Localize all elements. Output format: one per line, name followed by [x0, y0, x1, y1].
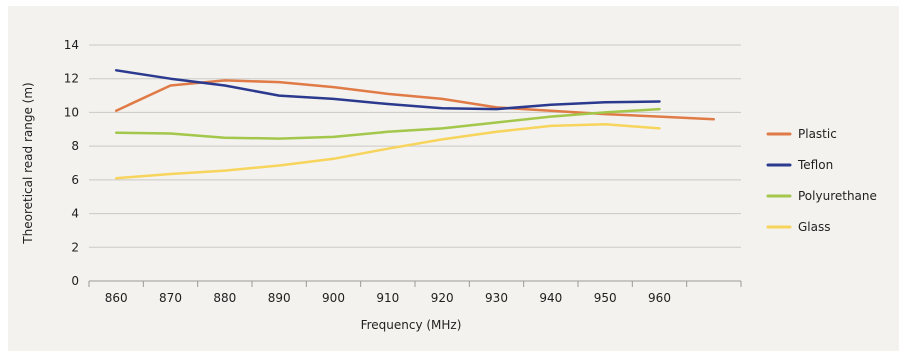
line-chart: 0 2 4 6 8 10 12 14 860 870 880 890 900 910 920 930 940 95… [21, 38, 877, 332]
x-tick-label-920: 920 [431, 291, 454, 305]
chart-panel: 0 2 4 6 8 10 12 14 860 870 880 890 900 910 920 930 940 95… [8, 6, 899, 351]
y-axis-title: Theoretical read range (m) [21, 82, 35, 244]
series-line-teflon [114, 69, 661, 111]
x-tick-label-910: 910 [376, 291, 399, 305]
y-tick-label-0: 0 [71, 274, 79, 288]
series-line-glass [114, 122, 661, 180]
legend-label-glass: Glass [798, 220, 831, 234]
x-tick-label-900: 900 [322, 291, 345, 305]
y-tick-label-6: 6 [71, 173, 79, 187]
x-axis-title: Frequency (MHz) [361, 318, 462, 332]
x-tick-label-950: 950 [594, 291, 617, 305]
legend: Plastic Teflon Polyurethane Glass [766, 127, 877, 234]
x-tick-label-870: 870 [159, 291, 182, 305]
series-lines [114, 69, 716, 180]
legend-label-plastic: Plastic [798, 127, 837, 141]
x-tick-label-860: 860 [105, 291, 128, 305]
x-tick-label-960: 960 [648, 291, 671, 305]
x-tick-label-890: 890 [268, 291, 291, 305]
y-tick-label-14: 14 [64, 38, 79, 52]
y-tick-label-2: 2 [71, 240, 79, 254]
axes [88, 280, 742, 287]
legend-label-polyurethane: Polyurethane [798, 189, 877, 203]
series-line-polyurethane [114, 107, 661, 140]
x-tick-label-880: 880 [213, 291, 236, 305]
y-tick-label-8: 8 [71, 139, 79, 153]
gridlines [89, 44, 741, 248]
x-tick-label-930: 930 [485, 291, 508, 305]
x-tick-label-940: 940 [539, 291, 562, 305]
y-tick-label-10: 10 [64, 105, 79, 119]
y-tick-label-4: 4 [71, 207, 79, 221]
tick-labels: 0 2 4 6 8 10 12 14 860 870 880 890 900 910 920 930 940 95… [64, 38, 671, 305]
y-tick-label-12: 12 [64, 72, 79, 86]
legend-label-teflon: Teflon [797, 158, 833, 172]
series-line-plastic [114, 79, 716, 121]
